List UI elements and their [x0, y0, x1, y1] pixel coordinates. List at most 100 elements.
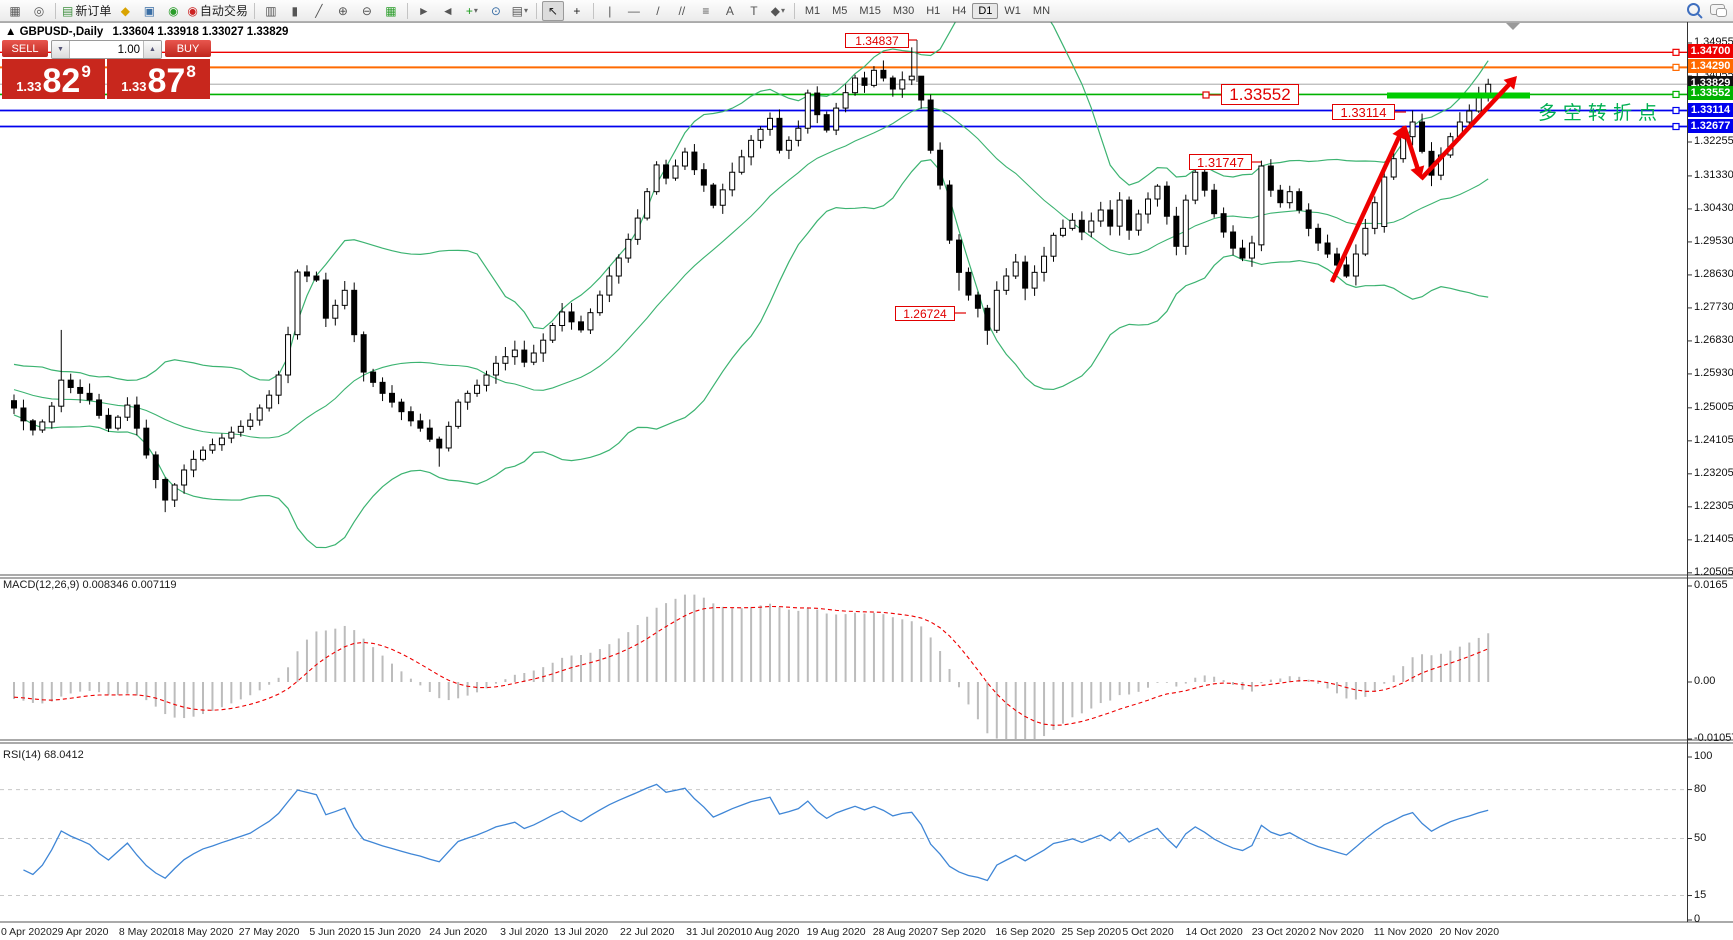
line-chart-icon: ╱ [315, 3, 323, 18]
cursor-icon[interactable]: ↖ [541, 0, 564, 21]
signals-icon[interactable]: ◉ [162, 1, 184, 21]
date-axis-label: 5 Jun 2020 [309, 926, 362, 938]
add-indicator-icon: + [465, 3, 473, 18]
buy-price-pip: 8 [186, 62, 196, 81]
chart-shift-icon[interactable]: ◄ [437, 1, 459, 21]
vertical-line-icon[interactable]: | [599, 1, 621, 21]
price-axis-tick: 1.27730 [1694, 300, 1733, 313]
macd-axis-tick: 0.0165 [1694, 578, 1728, 591]
equidistant-channel-icon[interactable]: // [671, 1, 693, 21]
period-icon: ⊙ [490, 3, 501, 18]
new-order-button[interactable]: ▤ 新订单 [61, 1, 112, 21]
toolbar-separator [793, 2, 795, 19]
zoom-out-icon[interactable]: ⊖ [356, 1, 378, 21]
price-axis-tick: 1.25005 [1694, 400, 1733, 413]
date-axis-label: 27 May 2020 [238, 926, 300, 938]
new-chart-icon[interactable]: ▦ [4, 1, 26, 21]
date-axis-label: 0 Apr 2020 [1, 926, 52, 938]
horizontal-line-icon: — [627, 3, 640, 18]
crosshair-icon: + [573, 3, 581, 18]
metaeditor-icon: ◆ [120, 3, 130, 18]
timeframe-mn[interactable]: MN [1032, 4, 1051, 17]
text-icon[interactable]: A [719, 1, 741, 21]
trendline-icon[interactable]: / [647, 1, 669, 21]
timeframe-m30[interactable]: M30 [892, 4, 915, 17]
volume-up-button[interactable]: ▲ [143, 41, 161, 58]
date-axis-label: 19 Aug 2020 [806, 926, 866, 938]
bar-chart-icon[interactable]: ▥ [260, 1, 282, 21]
profiles-icon: ◎ [33, 3, 45, 18]
auto-scroll-icon: ► [417, 3, 430, 18]
timeframe-d1[interactable]: D1 [972, 2, 999, 19]
period-icon[interactable]: ⊙ [485, 1, 507, 21]
candlestick-chart-icon[interactable]: ▮ [284, 1, 306, 21]
chart-shift-marker [1506, 23, 1520, 30]
sell-price-pip: 9 [81, 62, 91, 81]
one-click-trading-panel: SELL ▼ 1.00 ▲ BUY 1.33 82 9 1.33 87 8 [2, 40, 211, 99]
macd-indicator-label: MACD(12,26,9) 0.008346 0.007119 [3, 579, 177, 591]
text-label-icon[interactable]: T [743, 1, 765, 21]
toolbar-right [1687, 3, 1727, 17]
price-annotation-label: 1.33552 [1221, 84, 1299, 105]
bar-chart-icon: ▥ [265, 3, 277, 18]
templates-icon[interactable]: ▤ ▾ [509, 1, 531, 21]
timeframe-h4[interactable]: H4 [952, 4, 967, 17]
toolbar-separator [535, 2, 537, 19]
dropdown-arrow-icon: ▾ [780, 5, 785, 15]
volume-stepper[interactable]: ▼ 1.00 ▲ [51, 40, 162, 59]
date-axis-label: 23 Oct 2020 [1251, 926, 1309, 938]
zoom-in-icon[interactable]: ⊕ [332, 1, 354, 21]
volume-down-button[interactable]: ▼ [52, 41, 70, 58]
toolbar-items: ▦ ◎ ▤ 新订单 ◆ ▣ ◉ ◉ 自动交易 ▥ ▮ ╱ ⊕ ⊖ ▦ ► ◄ + ▾ ⊙ ▤ ▾ ↖ + | — ///≡ A T ◆ ▾ M… [3, 0, 1056, 21]
timeframe-m1[interactable]: M1 [804, 4, 821, 17]
rsi-axis-tick: 15 [1694, 888, 1707, 901]
macd-axis-tick: -0.010571 [1694, 732, 1733, 744]
sell-button[interactable]: SELL [2, 40, 48, 57]
timeframe-w1[interactable]: W1 [1004, 4, 1021, 17]
chart-shift-icon: ◄ [441, 3, 454, 18]
buy-price-display[interactable]: 1.33 87 8 [107, 59, 210, 99]
sell-price-display[interactable]: 1.33 82 9 [2, 59, 105, 99]
volume-field[interactable]: 1.00 [117, 43, 140, 56]
templates-icon: ▤ [511, 3, 524, 18]
price-axis-tick: 1.30430 [1694, 201, 1733, 214]
text-icon: A [725, 3, 734, 18]
metaeditor-icon[interactable]: ◆ [114, 1, 136, 21]
tile-windows-icon: ▦ [385, 3, 397, 18]
timeframe-h1[interactable]: H1 [926, 4, 941, 17]
price-annotation-label: 1.33114 [1332, 104, 1395, 120]
autotrading-button-label: 自动交易 [199, 3, 248, 18]
crosshair-icon[interactable]: + [566, 1, 588, 21]
timeframe-m5[interactable]: M5 [832, 4, 848, 17]
date-axis-label: 25 Sep 2020 [1061, 926, 1122, 938]
buy-button[interactable]: BUY [165, 40, 211, 57]
horizontal-line-icon[interactable]: — [623, 1, 645, 21]
fibonacci-icon[interactable]: ≡ [695, 1, 717, 21]
rsi-axis-tick: 0 [1694, 913, 1701, 925]
autotrading-button[interactable]: ◉ 自动交易 [186, 1, 249, 21]
date-axis-label: 15 Jun 2020 [363, 926, 421, 938]
cursor-icon: ↖ [547, 3, 558, 18]
profiles-icon[interactable]: ◎ [28, 1, 50, 21]
line-chart-icon[interactable]: ╱ [308, 1, 330, 21]
new-order-button-label: 新订单 [75, 3, 112, 18]
arrows-icon[interactable]: ◆ ▾ [767, 1, 789, 21]
arrows-icon: ◆ [770, 3, 780, 18]
candlestick-chart-icon: ▮ [291, 3, 299, 18]
price-badge: 1.33114 [1688, 102, 1733, 117]
auto-scroll-icon[interactable]: ► [413, 1, 435, 21]
terminal-icon[interactable]: ▣ [138, 1, 160, 21]
chat-icon[interactable] [1710, 4, 1727, 17]
tile-windows-icon[interactable]: ▦ [380, 1, 402, 21]
price-axis-border [1687, 22, 1688, 922]
rsi-axis-tick: 50 [1694, 831, 1707, 844]
price-badge: 1.32677 [1688, 118, 1733, 133]
new-order-button: ▤ [62, 3, 74, 18]
trendline-icon: / [656, 3, 660, 18]
toolbar-separator [55, 2, 56, 19]
price-axis-tick: 1.28630 [1694, 267, 1733, 280]
add-indicator-icon[interactable]: + ▾ [461, 1, 483, 21]
search-icon[interactable] [1687, 3, 1700, 16]
timeframe-m15[interactable]: M15 [859, 4, 881, 17]
